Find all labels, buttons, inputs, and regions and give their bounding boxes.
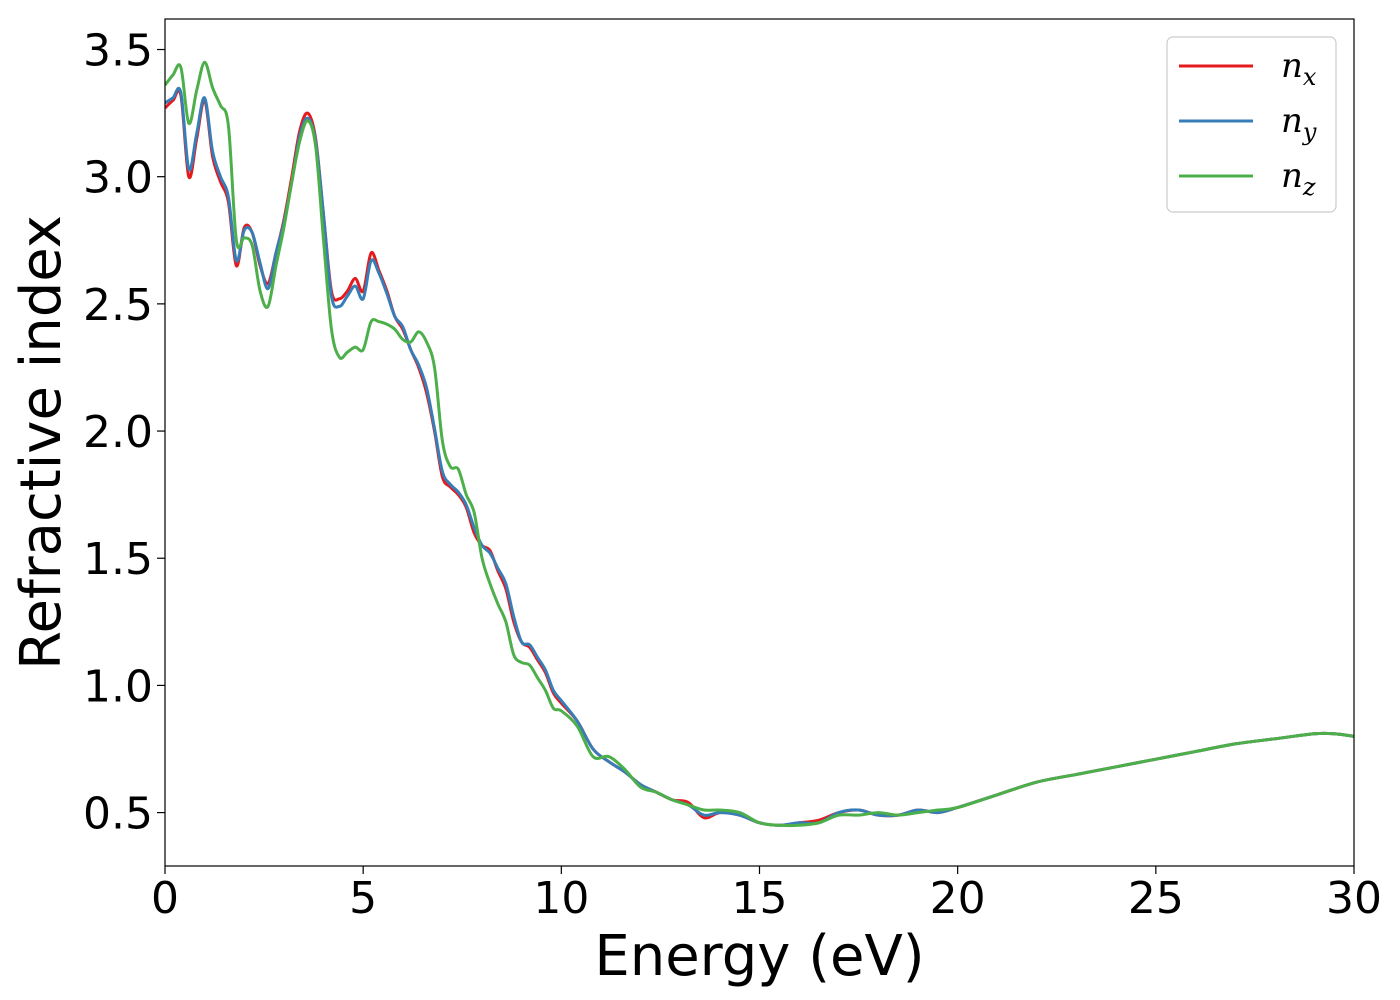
y-tick-label: 2.0	[83, 407, 153, 458]
series-layer	[165, 60, 1354, 828]
x-tick-label: 30	[1326, 873, 1382, 924]
y-axis: 0.5 1.0 1.5 2.0 2.5 3.0 3.5	[83, 26, 165, 840]
y-tick-label: 0.5	[83, 789, 153, 840]
legend-box	[1166, 36, 1337, 213]
x-tick-label: 5	[349, 873, 377, 924]
x-tick-label: 10	[533, 873, 589, 924]
y-tick-label: 2.5	[83, 280, 153, 331]
y-tick-label: 3.0	[83, 153, 153, 204]
x-axis: 0 5 10 15 20 25 30	[151, 866, 1382, 924]
y-axis-label: Refractive index	[9, 215, 74, 670]
legend-entry-nz: nz	[1281, 156, 1316, 201]
y-tick-label: 1.0	[83, 661, 153, 712]
y-tick-label: 3.5	[83, 26, 153, 77]
x-axis-label: Energy (eV)	[594, 924, 924, 989]
x-tick-label: 0	[151, 873, 179, 924]
series-line-nz	[165, 60, 1354, 828]
legend-entry-nx: nx	[1281, 46, 1317, 91]
legend: nx ny nz	[1166, 36, 1337, 213]
x-tick-label: 20	[930, 873, 986, 924]
x-tick-label: 15	[732, 873, 788, 924]
legend-entry-ny: ny	[1281, 101, 1317, 146]
x-tick-label: 25	[1128, 873, 1184, 924]
y-tick-label: 1.5	[83, 534, 153, 585]
